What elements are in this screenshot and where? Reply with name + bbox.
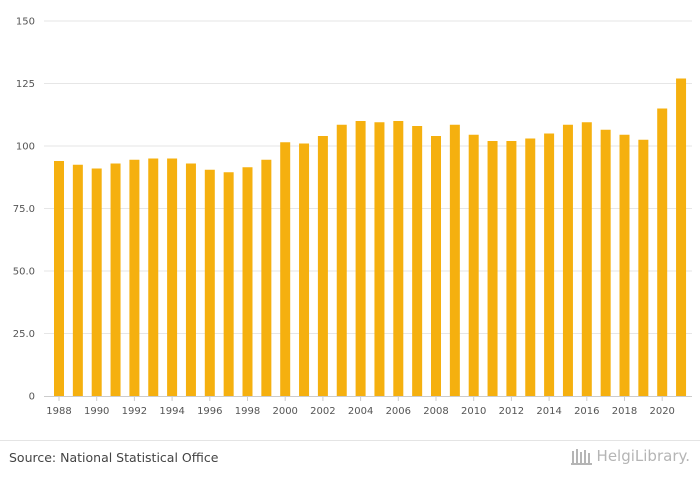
x-tick-label: 2002 bbox=[310, 406, 335, 417]
bar-2011[interactable] bbox=[487, 141, 498, 396]
y-axis: 0 25.0 50.0 75.0 100 125 150 bbox=[13, 17, 35, 403]
bar-1988[interactable] bbox=[54, 161, 64, 396]
x-tick-label: 2006 bbox=[386, 406, 411, 417]
bar-2020[interactable] bbox=[657, 108, 668, 397]
y-tick-label: 100 bbox=[16, 142, 35, 153]
bar-2013[interactable] bbox=[525, 138, 536, 397]
bar-2008[interactable] bbox=[431, 136, 441, 396]
bar-1990[interactable] bbox=[91, 168, 102, 397]
bar-1992[interactable] bbox=[129, 159, 140, 396]
bar-2002[interactable] bbox=[317, 136, 328, 396]
y-tick-label: 25.0 bbox=[13, 329, 35, 340]
bar-2009[interactable] bbox=[449, 124, 460, 396]
bar-1991[interactable] bbox=[110, 163, 121, 397]
bar-2018[interactable] bbox=[619, 134, 630, 396]
bar-2000[interactable] bbox=[280, 142, 291, 396]
bar-1994[interactable] bbox=[167, 158, 178, 397]
bar-1996[interactable] bbox=[204, 169, 215, 396]
x-tick-label: 2018 bbox=[612, 406, 637, 417]
bar-2017[interactable] bbox=[600, 129, 611, 396]
x-tick-label: 1990 bbox=[84, 406, 109, 417]
bar-2012[interactable] bbox=[506, 141, 517, 396]
x-tick-label: 1994 bbox=[159, 406, 184, 417]
bar-2006[interactable] bbox=[393, 121, 404, 396]
y-tick-label: 150 bbox=[16, 17, 35, 28]
bar-1995[interactable] bbox=[185, 163, 196, 397]
bar-2021[interactable] bbox=[676, 78, 687, 397]
y-tick-label: 0 bbox=[29, 392, 35, 403]
bar-2010[interactable] bbox=[468, 134, 479, 396]
bar-2003[interactable] bbox=[336, 124, 347, 396]
bar-2005[interactable] bbox=[374, 122, 385, 396]
library-logo-icon bbox=[570, 449, 592, 465]
x-tick-label: 2010 bbox=[461, 406, 486, 417]
x-tick-label: 2014 bbox=[536, 406, 561, 417]
bar-2004[interactable] bbox=[355, 121, 366, 396]
bar-2014[interactable] bbox=[544, 133, 555, 397]
x-axis: 1988 1990 1992 1994 1996 1998 2000 2002 2004 2006… bbox=[44, 396, 692, 417]
x-tick-label: 1992 bbox=[122, 406, 147, 417]
x-tick-label: 2000 bbox=[272, 406, 297, 417]
source-note: Source: National Statistical Office bbox=[9, 450, 219, 465]
bar-2007[interactable] bbox=[412, 126, 423, 396]
y-tick-label: 50.0 bbox=[13, 267, 35, 278]
x-tick-label: 2004 bbox=[348, 406, 373, 417]
grid-lines bbox=[44, 20, 692, 334]
footer-divider bbox=[0, 440, 700, 441]
bar-1999[interactable] bbox=[261, 159, 272, 396]
bar-2001[interactable] bbox=[299, 143, 310, 397]
bar-1998[interactable] bbox=[242, 167, 253, 396]
x-tick-label: 1996 bbox=[197, 406, 222, 417]
bar-2015[interactable] bbox=[562, 124, 573, 396]
y-tick-label: 125 bbox=[16, 79, 35, 90]
x-tick-label: 2016 bbox=[574, 406, 599, 417]
bar-2019[interactable] bbox=[638, 139, 649, 396]
logo-text: HelgiLibrary. bbox=[596, 447, 690, 465]
helgi-library-logo[interactable]: HelgiLibrary. bbox=[570, 447, 690, 465]
bar-1997[interactable] bbox=[223, 172, 234, 396]
bars bbox=[54, 78, 687, 397]
x-tick-label: 2008 bbox=[423, 406, 448, 417]
x-tick-label: 2012 bbox=[499, 406, 524, 417]
bar-1989[interactable] bbox=[72, 164, 83, 396]
bar-2016[interactable] bbox=[581, 122, 592, 396]
bar-1993[interactable] bbox=[148, 158, 159, 397]
x-tick-label: 2020 bbox=[649, 406, 674, 417]
x-tick-label: 1998 bbox=[235, 406, 260, 417]
y-tick-label: 75.0 bbox=[13, 204, 35, 215]
x-tick-label: 1988 bbox=[46, 406, 71, 417]
